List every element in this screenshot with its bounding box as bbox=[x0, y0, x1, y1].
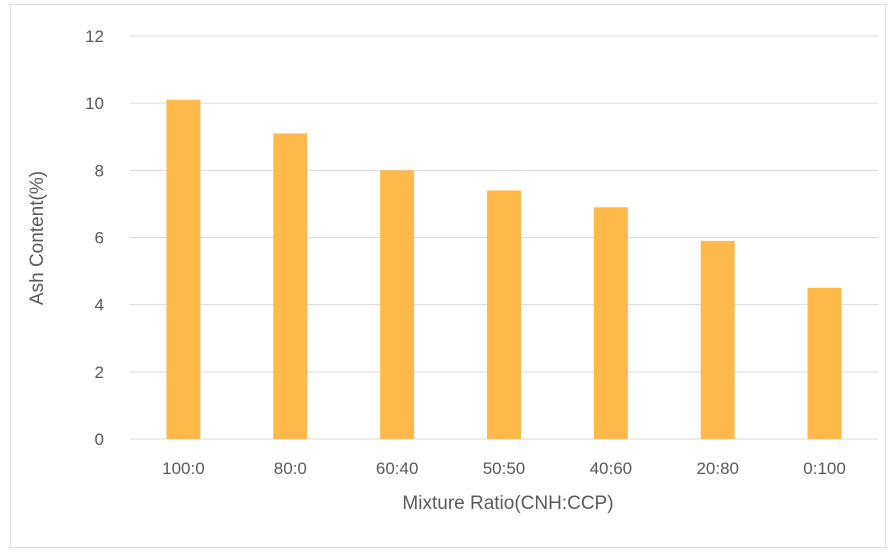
y-tick-label: 6 bbox=[95, 229, 104, 248]
bar-100:0 bbox=[166, 99, 201, 439]
bar-20:80 bbox=[700, 240, 735, 439]
bar-50:50 bbox=[487, 190, 521, 439]
x-tick-labels: 100:0 80:0 60:40 50:50 40:60 20:80 0:100 bbox=[162, 459, 846, 478]
y-tick-label: 0 bbox=[95, 430, 104, 449]
gridlines bbox=[130, 35, 878, 440]
x-tick-label: 100:0 bbox=[162, 459, 205, 478]
x-tick-label: 80:0 bbox=[274, 459, 307, 478]
y-tick-labels: 0 2 4 6 8 10 12 bbox=[85, 27, 104, 449]
y-tick-label: 8 bbox=[95, 161, 104, 180]
y-tick-label: 10 bbox=[85, 94, 104, 113]
bar-60:40 bbox=[380, 170, 415, 440]
x-tick-label: 40:60 bbox=[590, 459, 633, 478]
y-tick-label: 2 bbox=[95, 363, 104, 382]
x-tick-label: 50:50 bbox=[483, 459, 526, 478]
x-tick-label: 0:100 bbox=[803, 459, 846, 478]
bars bbox=[166, 99, 842, 440]
x-axis-title: Mixture Ratio(CNH:CCP) bbox=[402, 493, 613, 514]
bar-40:60 bbox=[593, 207, 628, 439]
bar-80:0 bbox=[273, 133, 308, 439]
x-tick-label: 20:80 bbox=[696, 459, 739, 478]
y-tick-label: 12 bbox=[85, 27, 104, 46]
chart-frame bbox=[10, 4, 886, 548]
x-tick-label: 60:40 bbox=[376, 459, 419, 478]
bar-0:100 bbox=[807, 287, 842, 439]
y-tick-label: 4 bbox=[95, 296, 104, 315]
y-axis-title: Ash Content(%) bbox=[27, 171, 48, 305]
